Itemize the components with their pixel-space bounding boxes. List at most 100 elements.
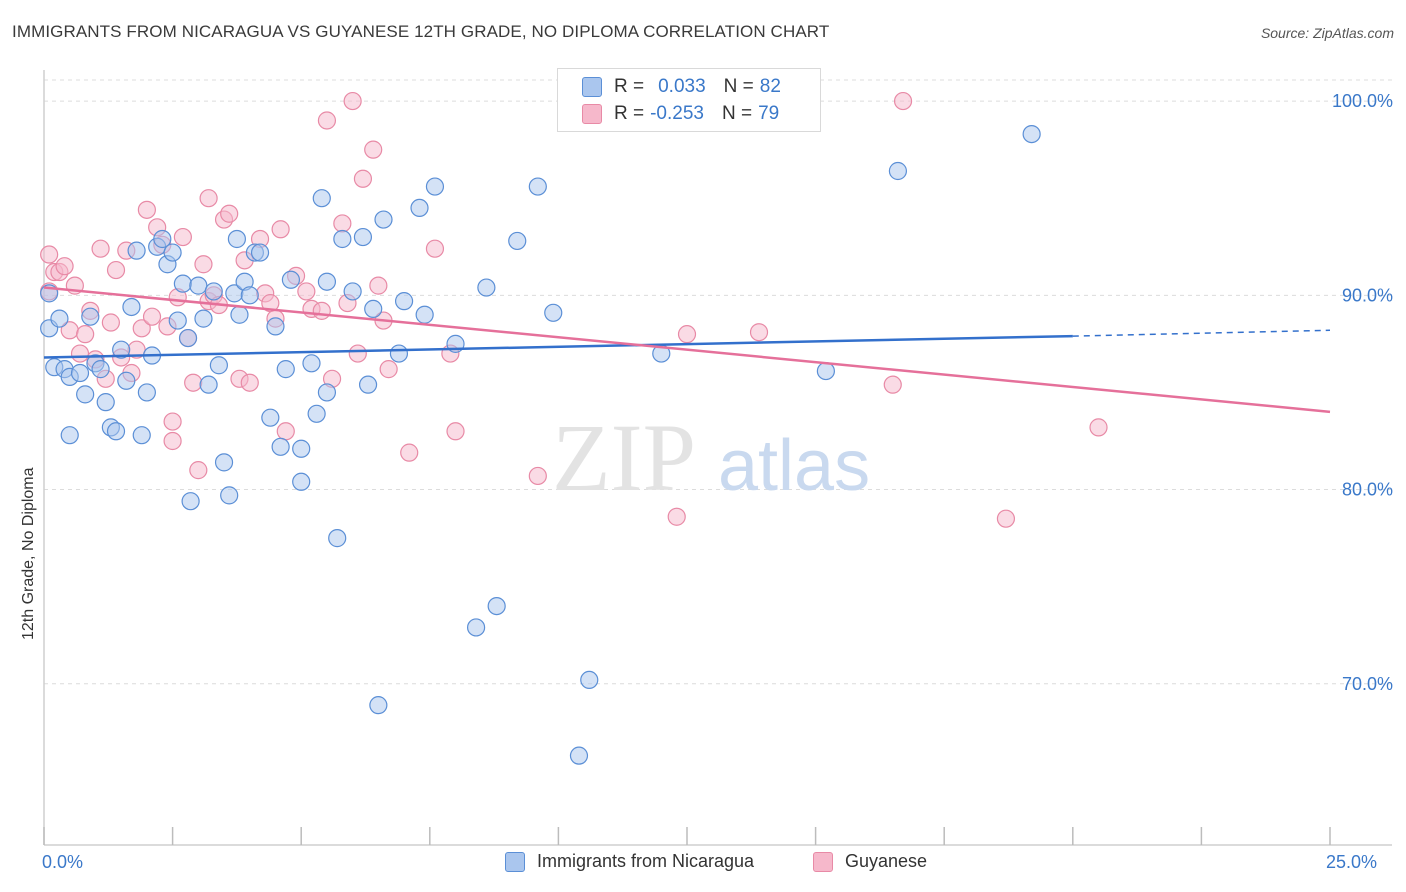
point-guyanese [400, 443, 419, 462]
point-nicaragua [194, 309, 213, 328]
watermark: ZIP atlas [552, 404, 870, 511]
point-guyanese [1089, 418, 1108, 437]
point-nicaragua [50, 309, 69, 328]
point-nicaragua [425, 177, 445, 196]
point-guyanese [184, 373, 203, 392]
point-guyanese [446, 422, 465, 441]
point-nicaragua [281, 270, 301, 289]
point-nicaragua [317, 272, 337, 291]
point-guyanese [220, 204, 239, 223]
point-nicaragua [816, 361, 835, 381]
point-guyanese [667, 507, 686, 526]
n-value: 82 [759, 76, 781, 97]
point-guyanese [106, 260, 126, 280]
point-guyanese [996, 509, 1016, 528]
point-guyanese [194, 255, 213, 274]
point-nicaragua [230, 305, 249, 324]
point-nicaragua [181, 492, 200, 511]
point-nicaragua [250, 243, 270, 262]
point-nicaragua [199, 375, 218, 394]
n-value: 79 [758, 103, 780, 124]
r-label: R = [614, 76, 645, 97]
point-nicaragua [312, 189, 331, 208]
trend-line-nicaragua [43, 334, 1073, 359]
point-nicaragua [60, 426, 79, 445]
watermark-zip: ZIP [552, 404, 696, 511]
point-nicaragua [477, 278, 496, 297]
point-nicaragua [1022, 124, 1041, 144]
point-guyanese [240, 373, 259, 392]
point-guyanese [297, 282, 316, 301]
legend-item-nicaragua[interactable]: Immigrants from Nicaragua [505, 851, 754, 872]
point-guyanese [101, 313, 120, 332]
point-nicaragua [81, 307, 100, 326]
point-nicaragua [410, 198, 429, 218]
point-guyanese [40, 245, 59, 264]
point-guyanese [276, 422, 295, 441]
n-label: N = [723, 76, 754, 97]
point-nicaragua [374, 210, 393, 229]
point-nicaragua [364, 299, 383, 319]
point-guyanese [348, 344, 367, 363]
point-nicaragua [333, 229, 352, 249]
point-nicaragua [358, 375, 378, 394]
y-tick-labels: 70.0% 80.0% 90.0% 100.0% [1332, 91, 1393, 694]
point-guyanese [132, 319, 151, 338]
point-nicaragua [415, 305, 434, 324]
point-guyanese [425, 239, 445, 258]
point-nicaragua [137, 383, 156, 402]
legend-swatch-blue [582, 77, 602, 97]
point-nicaragua [307, 404, 326, 423]
point-nicaragua [204, 282, 223, 301]
point-nicaragua [96, 393, 115, 412]
point-nicaragua [394, 292, 414, 311]
point-nicaragua [227, 229, 246, 249]
point-nicaragua [302, 354, 321, 373]
legend-label-guyanese: Guyanese [845, 851, 928, 871]
point-guyanese [893, 91, 913, 111]
point-guyanese [749, 323, 769, 342]
point-guyanese [76, 325, 95, 344]
series-nicaragua-points [40, 124, 1041, 765]
point-nicaragua [127, 241, 146, 260]
point-guyanese [199, 189, 218, 208]
legend-swatch-pink [582, 104, 602, 124]
stats-legend-row-nicaragua: R = 0.033 N = 82 [582, 75, 781, 99]
point-guyanese [163, 412, 182, 431]
point-nicaragua [261, 408, 280, 427]
point-guyanese [677, 325, 697, 344]
point-guyanese [364, 140, 383, 159]
point-guyanese [271, 220, 290, 239]
point-guyanese [312, 301, 331, 320]
point-nicaragua [117, 371, 136, 390]
legend-item-guyanese[interactable]: Guyanese [813, 851, 927, 872]
point-guyanese [369, 276, 388, 295]
point-guyanese [70, 344, 90, 363]
series-guyanese-points [40, 91, 1108, 528]
point-nicaragua [163, 243, 182, 262]
y-axis-label: 12th Grade, No Diploma [20, 467, 37, 640]
x-tick-label-max: 25.0% [1326, 852, 1378, 872]
point-guyanese [379, 360, 398, 379]
point-guyanese [189, 461, 208, 480]
point-guyanese [353, 169, 373, 188]
point-nicaragua [292, 439, 311, 458]
series-legend: Immigrants from Nicaragua Guyanese [0, 851, 1406, 877]
point-nicaragua [132, 426, 151, 445]
point-nicaragua [888, 161, 908, 181]
point-guyanese [163, 431, 182, 451]
y-tick-label: 100.0% [1332, 91, 1393, 111]
point-guyanese [333, 214, 352, 233]
point-nicaragua [466, 618, 486, 637]
point-nicaragua [389, 344, 409, 363]
axes [43, 70, 1392, 846]
point-nicaragua [317, 383, 337, 402]
x-tick-label-min: 0.0% [42, 852, 84, 872]
point-guyanese [142, 307, 162, 326]
stats-legend-row-guyanese: R = -0.253 N = 79 [582, 102, 779, 126]
point-nicaragua [292, 472, 311, 491]
point-nicaragua [569, 746, 589, 765]
point-nicaragua [76, 385, 95, 404]
point-nicaragua [544, 303, 563, 322]
legend-swatch-blue [505, 851, 525, 872]
